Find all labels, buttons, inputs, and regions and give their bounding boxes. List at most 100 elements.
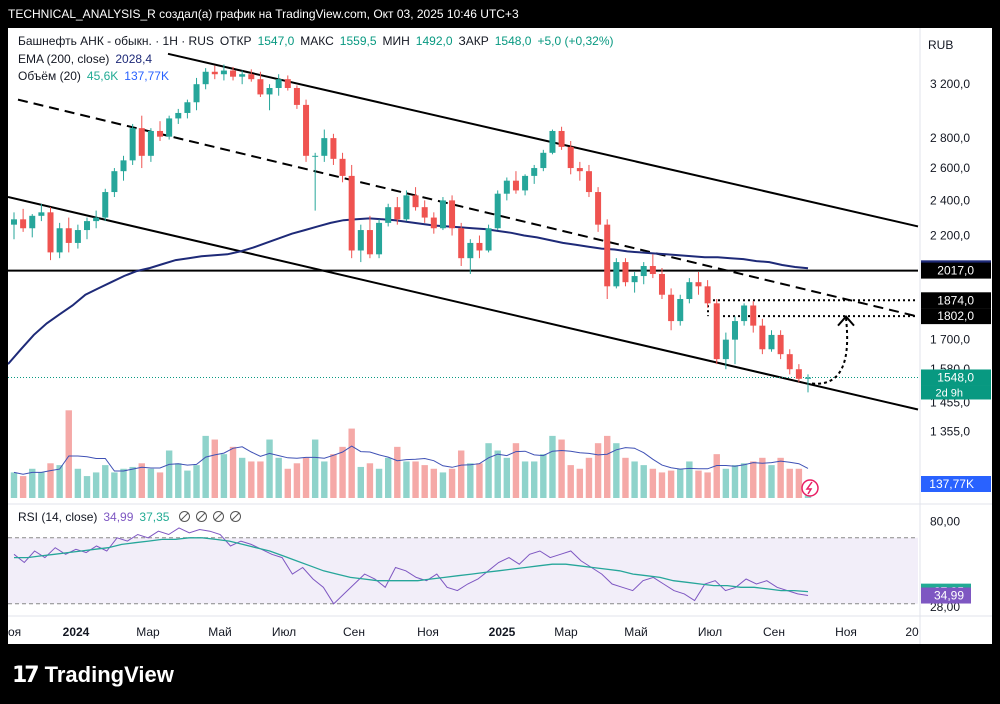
candle-body bbox=[458, 228, 465, 259]
candle bbox=[512, 171, 519, 194]
high-value: 1559,5 bbox=[339, 34, 377, 48]
candle bbox=[677, 294, 684, 326]
volume-bar bbox=[311, 439, 319, 498]
candle bbox=[430, 212, 437, 234]
currency-label[interactable]: RUB bbox=[928, 38, 954, 52]
candle bbox=[558, 126, 565, 150]
candle bbox=[47, 207, 54, 261]
volume-bar bbox=[375, 468, 383, 498]
candle bbox=[202, 68, 209, 90]
candle-body bbox=[138, 128, 145, 156]
volume-bar bbox=[293, 463, 301, 498]
candle-body bbox=[485, 228, 492, 251]
rsi-legend[interactable]: RSI (14, close) 34,99 37,35 bbox=[18, 510, 247, 524]
volume-bar bbox=[467, 463, 474, 498]
volume-bar bbox=[394, 446, 401, 498]
volume-legend[interactable]: Объём (20) 45,6K 137,77K bbox=[18, 69, 175, 83]
forecast-arrowhead bbox=[837, 315, 855, 327]
volume-bar bbox=[740, 463, 748, 498]
candle-body bbox=[686, 282, 693, 300]
volume-bar bbox=[540, 454, 547, 498]
rsi-ma-line bbox=[14, 537, 809, 593]
volume-bar bbox=[165, 450, 173, 498]
candle-body bbox=[220, 70, 227, 75]
time-axis-label: 2024 bbox=[63, 625, 90, 639]
candle bbox=[248, 69, 255, 82]
candle bbox=[157, 121, 164, 142]
candle-body bbox=[777, 334, 784, 355]
volume-bar bbox=[457, 450, 465, 498]
time-axis-label: Май bbox=[624, 625, 648, 639]
rsi-band bbox=[8, 537, 918, 604]
candle-body bbox=[157, 130, 164, 137]
hidden-eye-icon[interactable] bbox=[195, 511, 207, 522]
candle bbox=[120, 155, 127, 181]
candle-body bbox=[321, 138, 328, 156]
candle-body bbox=[467, 242, 474, 259]
candle-body bbox=[558, 130, 565, 147]
candle-body bbox=[293, 87, 300, 105]
price-chart[interactable]: 3 200,0 2 800,0 2 600,0 2 400,0 2 200,0 1 700… bbox=[8, 28, 992, 644]
countdown-label: 2d 9h bbox=[935, 387, 963, 399]
tradingview-logo-icon: 17 bbox=[12, 662, 40, 688]
hidden-eye-icon[interactable] bbox=[229, 511, 241, 522]
volume-bar bbox=[512, 443, 520, 498]
candle-body bbox=[613, 262, 620, 287]
close-value: 1548,0 bbox=[494, 34, 532, 48]
alert-icon bbox=[801, 479, 819, 497]
candle bbox=[138, 115, 145, 169]
candle-body bbox=[439, 200, 446, 229]
candle-body bbox=[540, 152, 547, 169]
candle bbox=[394, 197, 401, 225]
volume-bar bbox=[777, 457, 784, 498]
price-tick-label: 2 400,0 bbox=[930, 193, 970, 207]
candle bbox=[622, 258, 629, 287]
candle bbox=[777, 330, 784, 360]
volume-bar bbox=[412, 461, 419, 498]
candle-body bbox=[385, 207, 392, 223]
volume-bar bbox=[138, 463, 145, 498]
candle-body bbox=[622, 262, 629, 283]
candle bbox=[458, 222, 465, 267]
time-axis-label: Июл bbox=[698, 625, 722, 639]
volume-bar bbox=[567, 465, 574, 498]
candle-body bbox=[677, 299, 684, 322]
volume-bar bbox=[102, 465, 109, 498]
candle-body bbox=[93, 217, 100, 222]
time-axis-label: Сен bbox=[343, 625, 365, 639]
candle-body bbox=[585, 171, 592, 193]
time-axis-label: Мар bbox=[554, 625, 578, 639]
candle-body bbox=[403, 195, 410, 220]
candle-body bbox=[102, 192, 109, 218]
chart-author-title: TECHNICAL_ANALYSIS_R создал(а) график на… bbox=[8, 7, 519, 21]
candle-body bbox=[284, 79, 291, 88]
candle bbox=[312, 152, 319, 211]
candle-body bbox=[11, 219, 17, 225]
ema-legend[interactable]: EMA (200, close) 2028,4 bbox=[18, 52, 158, 66]
candle-body bbox=[394, 207, 401, 220]
volume-bar bbox=[366, 463, 374, 498]
candle bbox=[339, 152, 346, 183]
volume-bar bbox=[640, 465, 647, 498]
hidden-eye-icon[interactable] bbox=[178, 511, 190, 522]
candle bbox=[476, 235, 483, 259]
chart-panel[interactable]: 3 200,0 2 800,0 2 600,0 2 400,0 2 200,0 1 700… bbox=[8, 28, 992, 644]
candle-body bbox=[230, 70, 237, 77]
low-value: 1492,0 bbox=[415, 34, 453, 48]
candle-body bbox=[731, 321, 738, 340]
candle-body bbox=[576, 168, 583, 172]
time-axis-label: Май bbox=[208, 625, 232, 639]
candle-body bbox=[38, 212, 45, 216]
volume-bar bbox=[19, 476, 27, 498]
candle bbox=[102, 188, 109, 222]
candle-body bbox=[202, 71, 209, 85]
hidden-eye-icon[interactable] bbox=[212, 511, 224, 522]
volume-bar bbox=[83, 476, 91, 498]
symbol-name[interactable]: Башнефть АНК - обыкн. · 1Н · RUS bbox=[18, 34, 214, 48]
candle bbox=[93, 210, 100, 229]
volume-bar bbox=[321, 461, 328, 498]
candle-body bbox=[786, 354, 793, 370]
mid-channel-line bbox=[17, 98, 919, 318]
candle bbox=[531, 164, 538, 184]
